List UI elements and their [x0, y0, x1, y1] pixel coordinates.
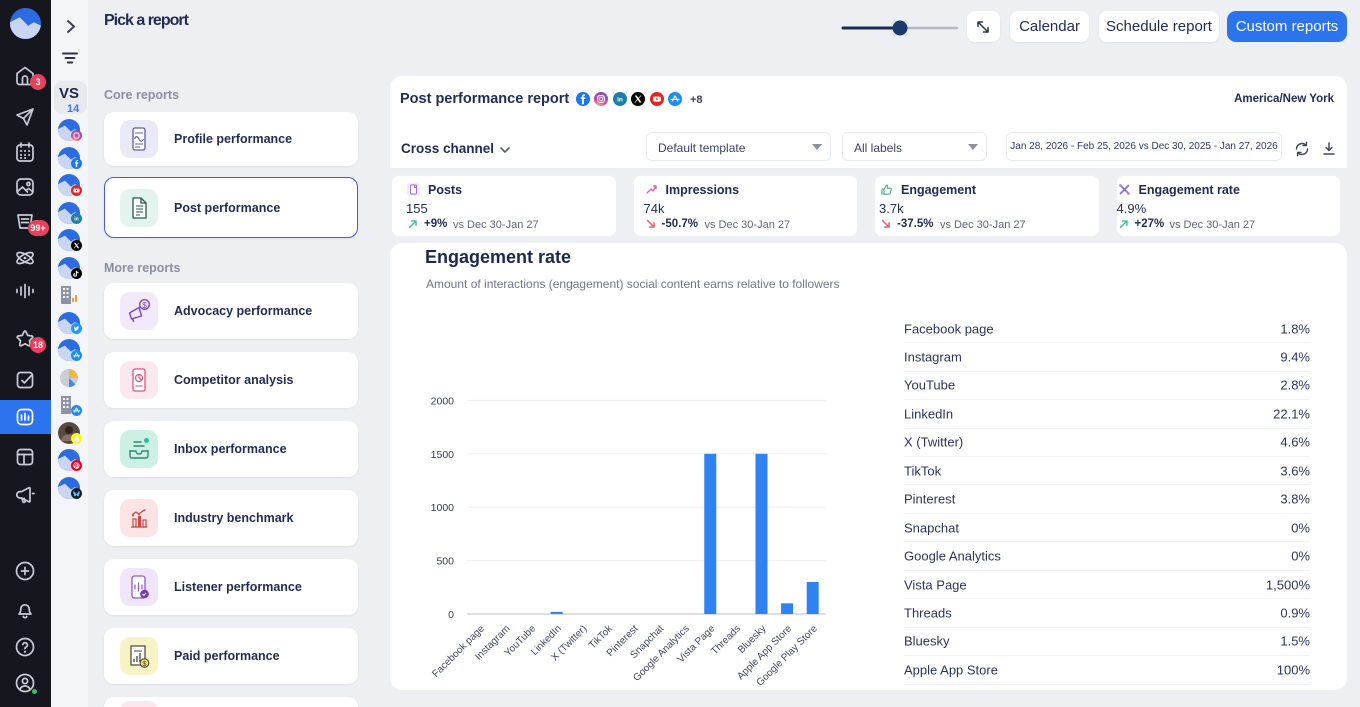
svg-text:1000: 1000 — [431, 502, 455, 514]
svg-text:1500: 1500 — [431, 449, 455, 461]
svg-text:2000: 2000 — [431, 395, 455, 407]
svg-text:in: in — [617, 97, 623, 104]
svg-text:$: $ — [142, 659, 147, 668]
svg-text:0: 0 — [448, 609, 454, 621]
svg-text:in: in — [74, 216, 78, 222]
svg-text:500: 500 — [436, 556, 454, 568]
svg-text:$: $ — [142, 300, 147, 310]
